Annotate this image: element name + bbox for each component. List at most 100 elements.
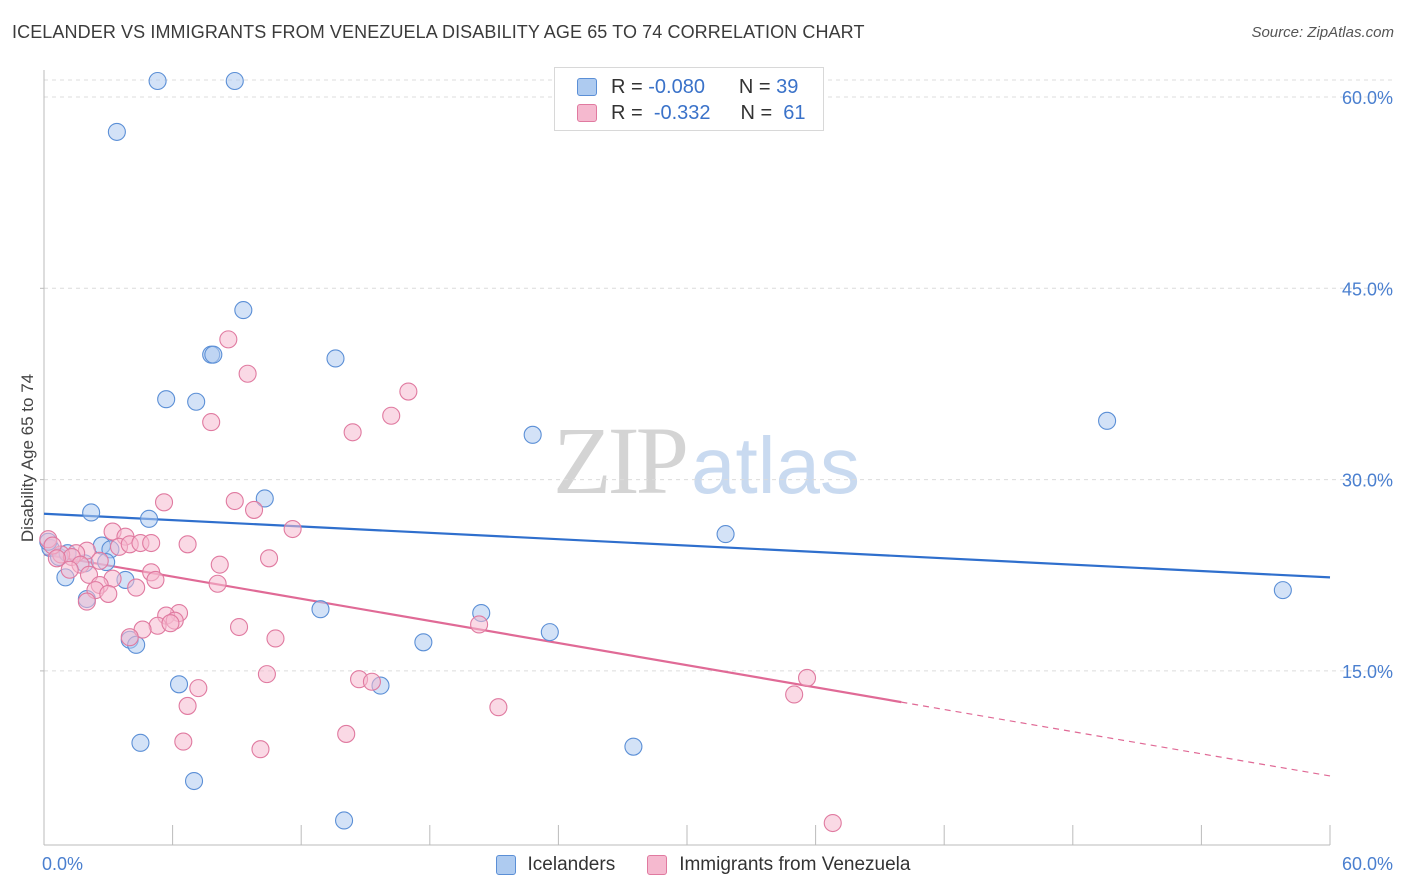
venezuela-point [229,617,249,637]
icelander-point [131,733,150,752]
legend-n-value: 39 [776,75,799,98]
source-label: Source: ZipAtlas.com [1251,24,1394,41]
legend-r-value: -0.332 [653,101,711,124]
point-layer [39,71,1292,833]
x-tick-label: 0.0% [42,854,83,874]
icelander-point [523,425,542,444]
y-tick-label: 30.0% [1342,471,1393,491]
venezuela-point [77,592,96,611]
label-layer: 15.0% 30.0% 45.0% 60.0% 0.0% 60.0% Disability … [18,88,1393,874]
icelander-point [414,633,433,652]
venezuela-point [90,551,109,570]
icelander-point [225,71,244,91]
y-tick-label: 60.0% [1342,88,1393,108]
legend-n-label: N = [738,75,771,98]
venezuela-point [337,724,356,743]
icelander-point [187,392,206,411]
venezuela-point [161,614,180,633]
venezuela-point [489,698,508,717]
venezuela-point [47,549,66,568]
legend-n-value: 61 [783,101,806,124]
venezuela-point [219,330,238,349]
venezuela-point [225,491,244,511]
venezuela-point [142,533,161,553]
y-tick-label: 45.0% [1342,279,1393,299]
chart-title: ICELANDER VS IMMIGRANTS FROM VENEZUELA D… [12,22,865,42]
icelander-point [82,503,101,522]
icelander-point [204,345,223,364]
bottom-legend-swatch-pink [647,855,668,875]
venezuela-point [283,519,302,539]
icelander-point [326,349,345,368]
venezuela-point [797,668,817,687]
icelander-point [716,525,735,544]
legend-row-venezuela: R = -0.332 N = 61 [577,100,806,126]
bottom-legend: Icelanders Immigrants from Venezuela [0,851,1406,879]
y-tick-label: 15.0% [1342,662,1393,682]
correlation-legend: R = -0.080 N = 39 R = -0.332 N = 61 [554,67,824,131]
venezuela-point [238,364,257,383]
venezuela-point [266,629,285,648]
legend-swatch-pink [577,104,597,122]
icelander-trendline [43,512,1331,579]
icelander-point [139,509,159,528]
venezuela-point [127,578,146,597]
icelander-point [540,623,559,642]
venezuela-point [210,555,229,574]
watermark: ZIPatlas [553,405,860,516]
icelander-point [169,675,189,694]
venezuela-point [178,696,197,715]
axis-layer [40,70,1331,846]
icelander-point [234,301,253,320]
venezuela-point [343,423,362,442]
watermark-atlas: atlas [691,421,860,510]
bottom-legend-venezuela[interactable]: Immigrants from Venezuela [647,854,910,876]
venezuela-point [785,685,804,704]
venezuela-point [362,672,381,691]
icelander-point [335,811,354,830]
icelander-point [157,390,176,409]
venezuela-point [208,574,227,593]
icelander-point [148,71,167,91]
venezuela-point [60,560,79,579]
icelander-point [1273,581,1292,600]
venezuela-point [154,493,174,512]
venezuela-trendline-extension [901,701,1331,777]
icelander-point [311,600,330,619]
y-axis-label: Disability Age 65 to 74 [18,374,37,542]
trend-layer [43,512,1331,777]
venezuela-point [823,813,842,833]
x-tick-label: 60.0% [1342,854,1393,874]
venezuela-point [470,615,489,634]
venezuela-point [120,628,139,647]
legend-r-label: R = [611,101,643,124]
legend-row-icelanders: R = -0.080 N = 39 [577,74,798,100]
venezuela-point [259,549,279,568]
bottom-legend-label: Immigrants from Venezuela [679,854,911,875]
venezuela-point [399,382,418,401]
bottom-legend-icelanders[interactable]: Icelanders [495,854,616,876]
watermark-zip: ZIP [553,407,689,514]
venezuela-point [244,500,264,519]
legend-n-label: N = [740,101,773,124]
venezuela-point [174,732,193,751]
legend-r-label: R = [611,75,643,98]
icelander-point [107,122,126,141]
legend-r-value: -0.080 [648,75,705,98]
venezuela-point [202,413,221,432]
icelander-point [624,737,643,756]
legend-swatch-blue [577,78,597,96]
icelander-point [184,771,204,791]
venezuela-point [99,584,118,603]
venezuela-point [251,740,270,759]
venezuela-point [178,535,197,554]
venezuela-point [257,665,276,684]
bottom-legend-label: Icelanders [527,854,616,875]
venezuela-point [189,679,208,698]
icelander-point [255,489,274,508]
bottom-legend-swatch-blue [495,855,516,875]
venezuela-point [146,570,165,589]
icelander-point [1098,411,1117,430]
venezuela-point [382,406,401,425]
